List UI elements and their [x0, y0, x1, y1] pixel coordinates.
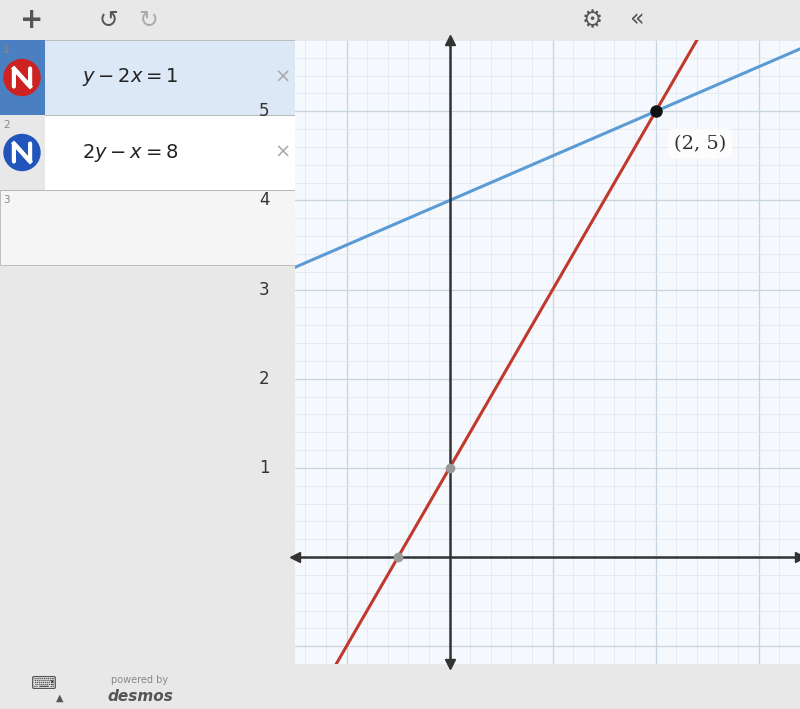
- Text: 3: 3: [259, 281, 270, 298]
- Text: 2: 2: [3, 120, 10, 130]
- Text: ↻: ↻: [138, 8, 158, 32]
- Text: (2, 5): (2, 5): [674, 135, 726, 152]
- Text: desmos: desmos: [107, 689, 173, 704]
- Text: 3: 3: [3, 195, 10, 205]
- Bar: [0, 40, 295, 115]
- Text: ▲: ▲: [56, 693, 64, 703]
- Circle shape: [4, 60, 40, 96]
- Bar: [0, 190, 295, 265]
- Text: 5: 5: [259, 102, 270, 121]
- Text: +: +: [20, 6, 44, 34]
- Circle shape: [4, 135, 40, 170]
- Text: ×: ×: [275, 143, 291, 162]
- Text: powered by: powered by: [111, 675, 169, 685]
- Text: $y-2x=1$: $y-2x=1$: [82, 67, 178, 89]
- Bar: [0, 115, 45, 190]
- Text: ⚙: ⚙: [582, 8, 602, 32]
- Text: «: «: [629, 8, 643, 32]
- Text: 4: 4: [259, 191, 270, 209]
- Text: 2: 2: [259, 369, 270, 388]
- Text: ⌨: ⌨: [31, 675, 57, 693]
- Bar: [0, 115, 295, 190]
- Text: 1: 1: [3, 45, 10, 55]
- Bar: [0, 40, 45, 115]
- Text: 1: 1: [259, 459, 270, 477]
- Text: ↺: ↺: [98, 8, 118, 32]
- Text: $2y-x=8$: $2y-x=8$: [82, 142, 178, 164]
- Text: ×: ×: [275, 68, 291, 87]
